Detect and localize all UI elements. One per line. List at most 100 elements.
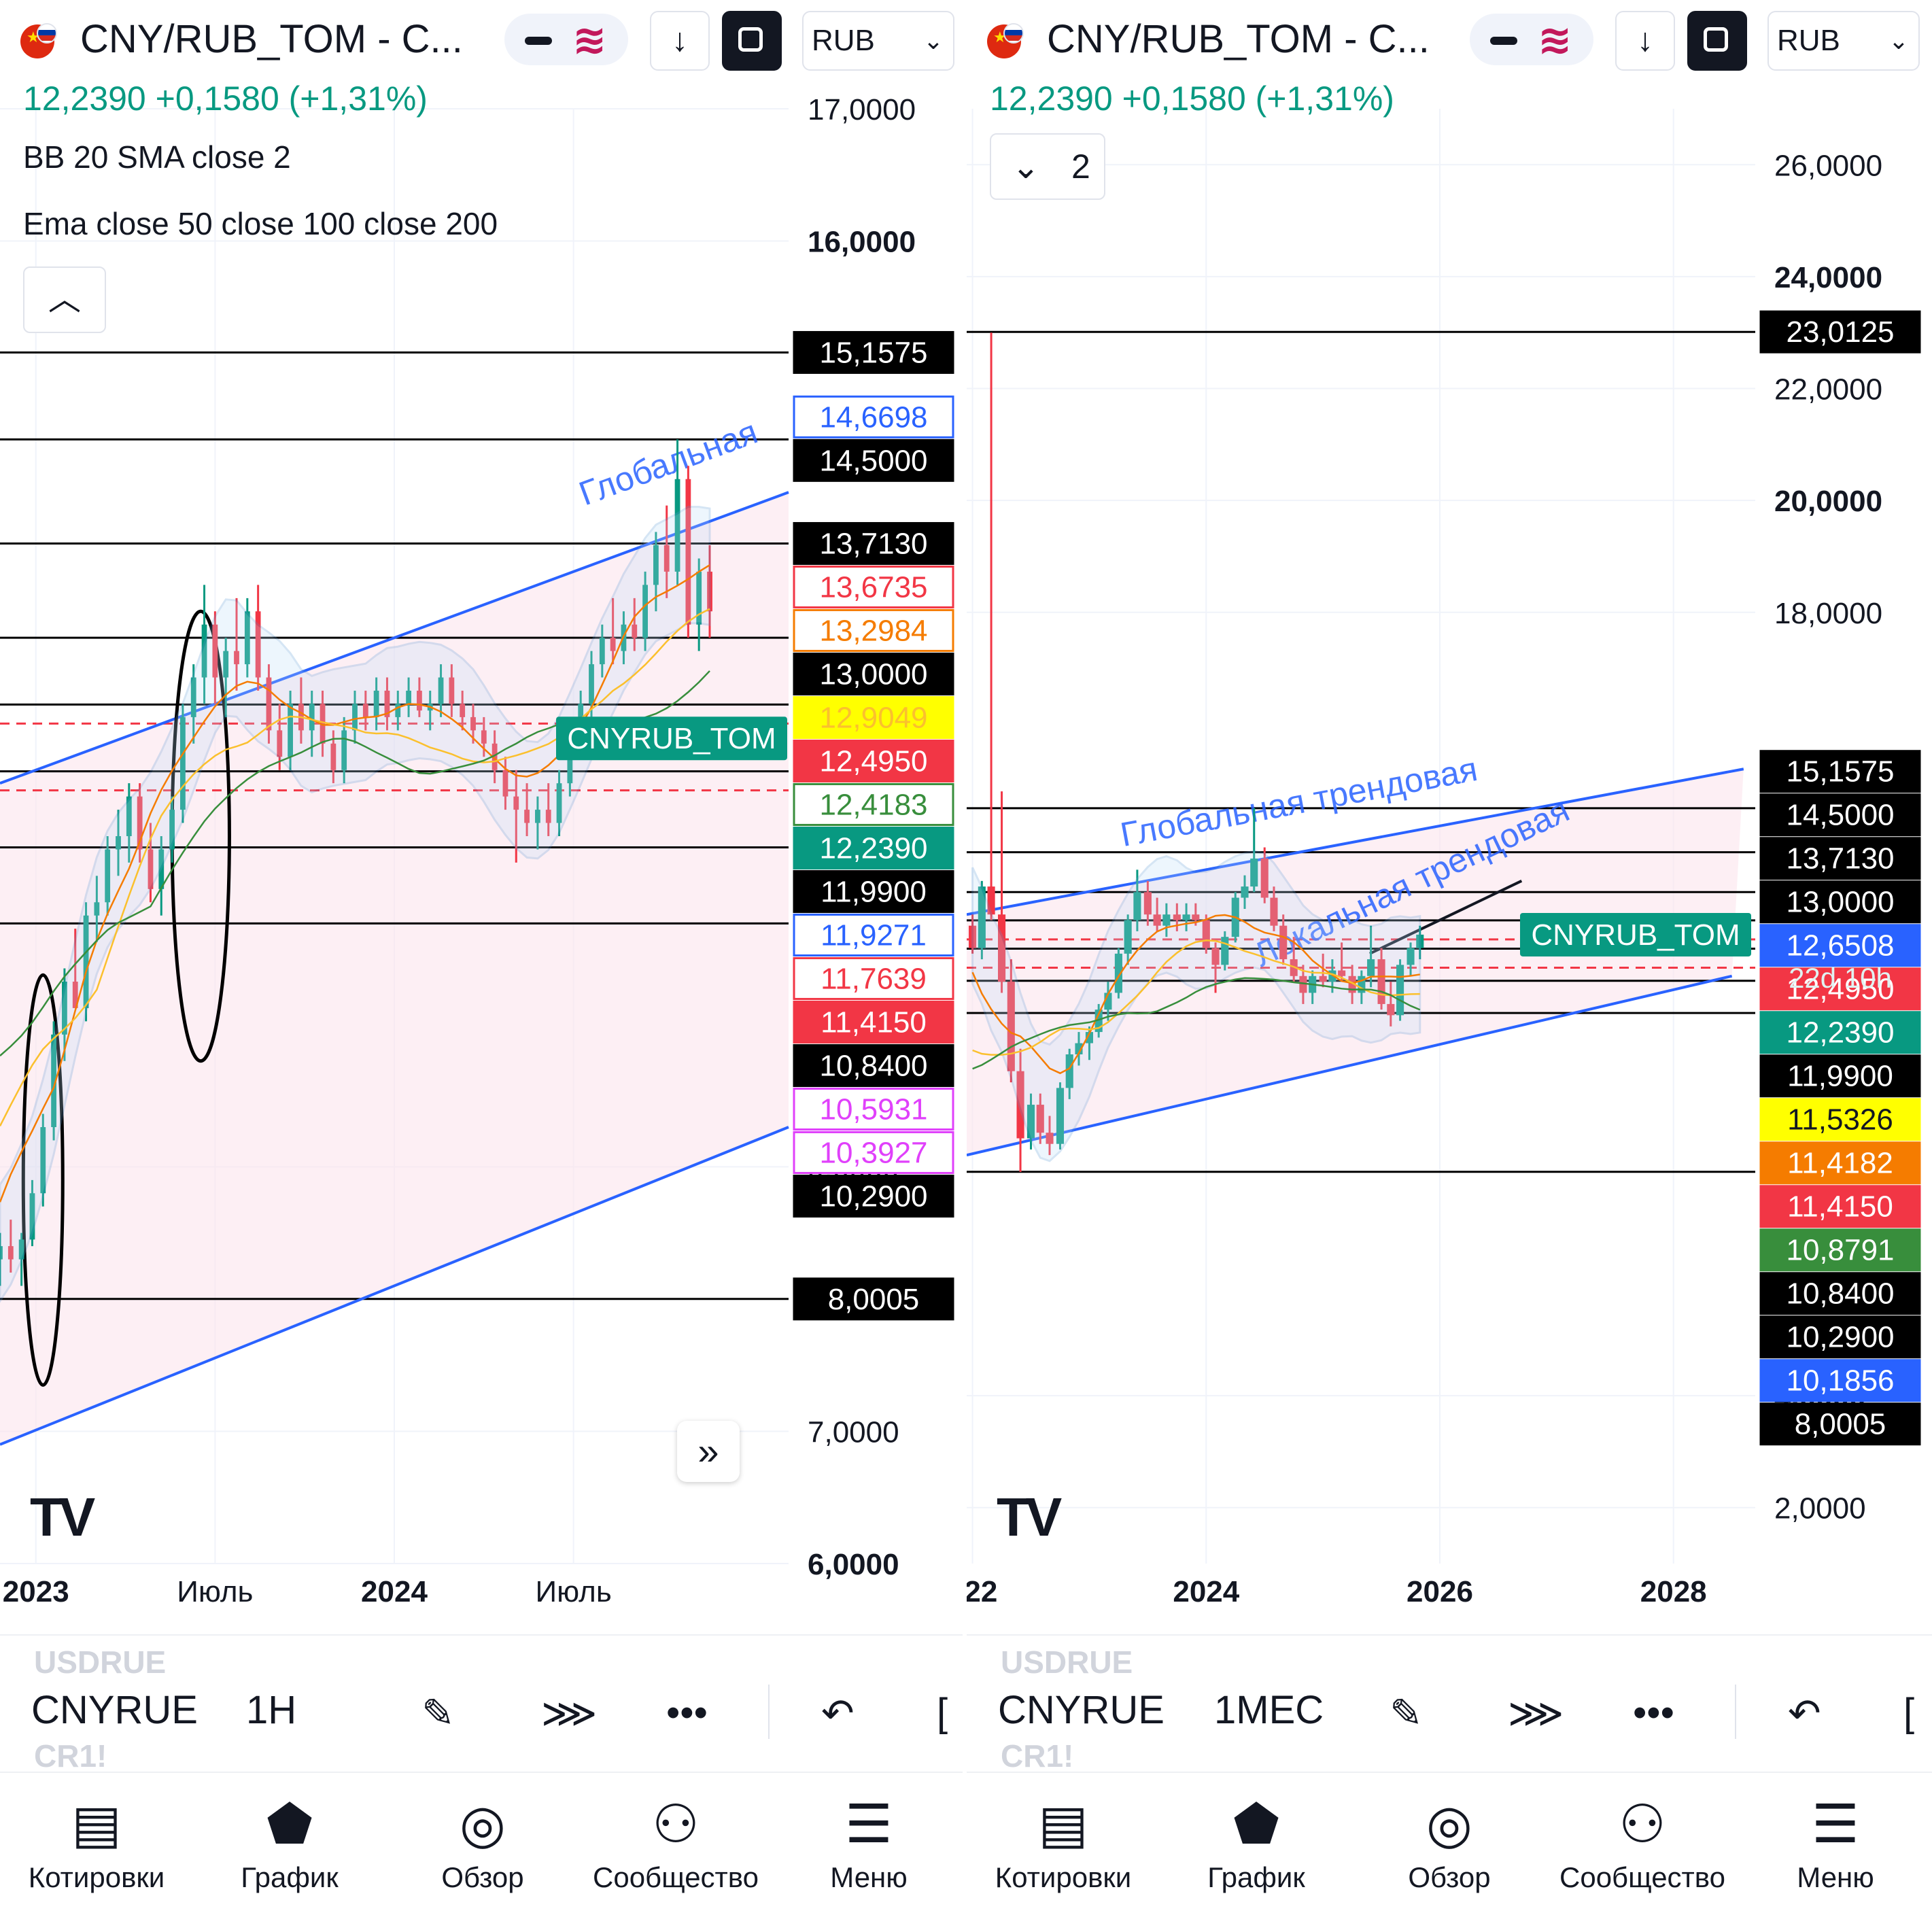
nav-menu[interactable]: ☰ Меню: [772, 1787, 963, 1894]
drawing-tools-icon[interactable]: ⋙: [1508, 1691, 1564, 1736]
candle-body: [352, 704, 358, 731]
price-label-box: [793, 565, 954, 608]
candle-body: [330, 743, 337, 770]
download-button[interactable]: ↓: [650, 11, 710, 71]
ellipse-annotation: [21, 973, 65, 1387]
candle-body: [1299, 976, 1307, 993]
interval-selector[interactable]: 1H: [246, 1688, 297, 1732]
candle-body: [1192, 914, 1200, 920]
nav-community[interactable]: ⚇ Сообщество: [1546, 1787, 1739, 1894]
trendline: [1369, 880, 1523, 955]
candle-body: [1173, 914, 1181, 920]
candle-body: [72, 982, 78, 1008]
undo-icon[interactable]: ↶: [821, 1691, 855, 1736]
candle-body: [1260, 858, 1269, 898]
indicator-toggle-pill[interactable]: ≋: [1470, 14, 1593, 65]
candle-body: [1162, 914, 1171, 926]
price-quote: 12,2390 +0,1580 (+1,31%): [23, 80, 428, 118]
candle-body: [978, 886, 986, 948]
nav-quotes[interactable]: ▤ Котировки: [0, 1787, 193, 1894]
candle-body: [309, 704, 315, 731]
bracket-icon[interactable]: [: [937, 1691, 948, 1735]
more-icon[interactable]: •••: [1633, 1691, 1674, 1735]
candle-body: [29, 1193, 35, 1240]
indicator-ema[interactable]: Ema close 50 close 100 close 200: [23, 206, 498, 241]
price-label-box: [793, 869, 954, 913]
price-label: 10,1856: [1759, 1359, 1921, 1402]
x-axis-tick-label: 2024: [1173, 1575, 1239, 1608]
candle-body: [642, 585, 648, 638]
price-label: 14,6698: [793, 395, 954, 438]
candle-body: [707, 571, 712, 612]
symbol-title[interactable]: CNY/RUB_TOM - C...: [1047, 17, 1430, 61]
square-icon: [1704, 27, 1728, 52]
chevron-up-icon: ︿: [48, 281, 81, 317]
hidden-indicators-count: 2: [1071, 148, 1090, 186]
price-chart-hourly[interactable]: Глобальная17,000016,00009,00007,00006,00…: [0, 0, 963, 1632]
candle-body: [148, 849, 154, 889]
symbol-selector[interactable]: CNYRUE: [31, 1688, 198, 1732]
download-button[interactable]: ↓: [1615, 11, 1675, 71]
price-label-text: 14,5000: [819, 444, 927, 477]
currency-select[interactable]: RUB ⌄: [802, 11, 954, 71]
drawing-tools-icon[interactable]: ⋙: [541, 1691, 598, 1736]
price-label: 13,7130: [793, 521, 954, 565]
chart-icon: ⬟: [266, 1794, 313, 1854]
candle-body: [180, 717, 186, 810]
price-label-box: [793, 826, 954, 869]
price-label: 11,9900: [793, 869, 954, 913]
chart-header: ★ CNY/RUB_TOM - C... ≋ ↓ RUB ⌄ 12,2390 +…: [0, 0, 963, 258]
chart-header: ★ CNY/RUB_TOM - C... ≋ ↓ RUB ⌄ 12,2390 +…: [967, 0, 1932, 258]
currency-select[interactable]: RUB ⌄: [1767, 11, 1920, 71]
candle-body: [288, 704, 293, 757]
nav-overview[interactable]: ◎ Обзор: [386, 1787, 579, 1894]
toolbar-divider: [768, 1685, 770, 1739]
bracket-icon[interactable]: [: [1903, 1691, 1915, 1735]
candle-body: [1124, 920, 1132, 954]
pen-icon[interactable]: ✎: [1390, 1691, 1423, 1736]
y-axis-tick-label: 2,0000: [1774, 1492, 1866, 1525]
candle-body: [1407, 948, 1415, 965]
candle-body: [384, 691, 390, 717]
indicator-toggle-pill[interactable]: ≋: [504, 14, 628, 65]
price-label-box: [1759, 750, 1921, 793]
interval-selector[interactable]: 1МЕС: [1214, 1688, 1324, 1732]
candle-body: [1211, 948, 1220, 965]
candle-body: [513, 796, 519, 810]
price-label-text: 12,9049: [819, 701, 927, 734]
pen-icon[interactable]: ✎: [421, 1691, 455, 1736]
x-axis-tick-label: Июль: [177, 1575, 253, 1608]
candle-body: [158, 849, 165, 889]
double-chevron-right-icon: »: [697, 1430, 719, 1472]
candle-body: [94, 902, 100, 916]
x-axis-tick-label: 2026: [1407, 1575, 1473, 1608]
collapse-legend-button[interactable]: ︿: [23, 266, 106, 333]
nav-chart[interactable]: ⬟ График: [1160, 1787, 1353, 1894]
fullscreen-button[interactable]: [1687, 11, 1747, 71]
x-axis-tick-label: Июль: [536, 1575, 612, 1608]
bottom-navigation: ▤ Котировки ⬟ График ◎ Обзор ⚇ Сообщество ☰ М…: [967, 1772, 1932, 1932]
symbol-title[interactable]: CNY/RUB_TOM - C...: [80, 17, 463, 61]
nav-community[interactable]: ⚇ Сообщество: [579, 1787, 772, 1894]
more-icon[interactable]: •••: [666, 1691, 708, 1735]
nav-quotes[interactable]: ▤ Котировки: [967, 1787, 1160, 1894]
indicator-bollinger[interactable]: BB 20 SMA close 2: [23, 139, 291, 175]
price-label-box: [793, 1277, 954, 1321]
candle-body: [1387, 1003, 1395, 1016]
candle-body: [1075, 1043, 1083, 1054]
compare-wave-icon: ≋: [572, 17, 607, 63]
price-label-text: 8,0005: [828, 1283, 920, 1316]
nav-chart[interactable]: ⬟ График: [193, 1787, 386, 1894]
fullscreen-button[interactable]: [722, 11, 782, 71]
candle-body: [169, 810, 175, 850]
nav-menu[interactable]: ☰ Меню: [1739, 1787, 1932, 1894]
price-label: 11,9900: [1759, 1054, 1921, 1098]
scroll-to-realtime-button[interactable]: »: [677, 1421, 740, 1482]
nav-overview[interactable]: ◎ Обзор: [1353, 1787, 1546, 1894]
hidden-indicators-button[interactable]: ⌄ 2: [990, 133, 1105, 200]
candle-body: [969, 925, 977, 948]
price-label: 10,3927: [793, 1131, 954, 1174]
symbol-selector[interactable]: CNYRUE: [998, 1688, 1165, 1732]
undo-icon[interactable]: ↶: [1788, 1691, 1821, 1736]
